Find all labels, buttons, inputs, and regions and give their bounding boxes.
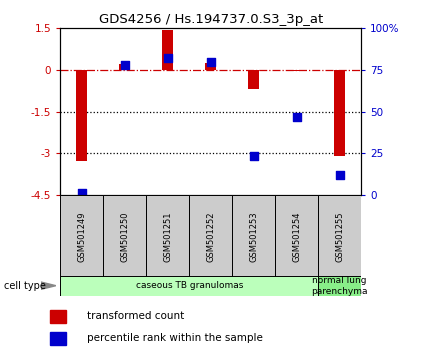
Text: GSM501253: GSM501253 <box>249 211 258 262</box>
Point <box>250 154 257 159</box>
Polygon shape <box>41 282 56 289</box>
Bar <box>318 195 361 278</box>
Point <box>78 190 85 196</box>
Bar <box>232 195 275 278</box>
Bar <box>275 195 318 278</box>
Bar <box>120 64 130 70</box>
Text: normal lung
parenchyma: normal lung parenchyma <box>311 276 368 296</box>
Text: GSM501251: GSM501251 <box>163 211 172 262</box>
Point <box>336 172 343 178</box>
Bar <box>77 70 87 161</box>
Bar <box>292 70 302 71</box>
Text: GSM501250: GSM501250 <box>120 211 129 262</box>
Text: GSM501255: GSM501255 <box>335 211 344 262</box>
Bar <box>189 195 232 278</box>
Bar <box>162 30 173 70</box>
Point <box>207 59 214 64</box>
Point <box>293 114 300 119</box>
Text: caseous TB granulomas: caseous TB granulomas <box>135 281 243 290</box>
Bar <box>60 195 103 278</box>
Text: cell type: cell type <box>4 281 46 291</box>
Bar <box>50 332 66 345</box>
Bar <box>50 310 66 323</box>
Bar <box>335 70 345 156</box>
Text: GSM501252: GSM501252 <box>206 211 215 262</box>
Bar <box>60 276 318 296</box>
Point <box>121 62 128 68</box>
Bar <box>318 276 361 296</box>
Bar <box>206 63 216 70</box>
Text: GSM501249: GSM501249 <box>77 211 86 262</box>
Bar <box>249 70 259 89</box>
Text: percentile rank within the sample: percentile rank within the sample <box>87 333 263 343</box>
Bar <box>146 195 189 278</box>
Point <box>164 56 171 61</box>
Text: GSM501254: GSM501254 <box>292 211 301 262</box>
Text: transformed count: transformed count <box>87 312 184 321</box>
Title: GDS4256 / Hs.194737.0.S3_3p_at: GDS4256 / Hs.194737.0.S3_3p_at <box>98 13 323 26</box>
Bar <box>103 195 146 278</box>
